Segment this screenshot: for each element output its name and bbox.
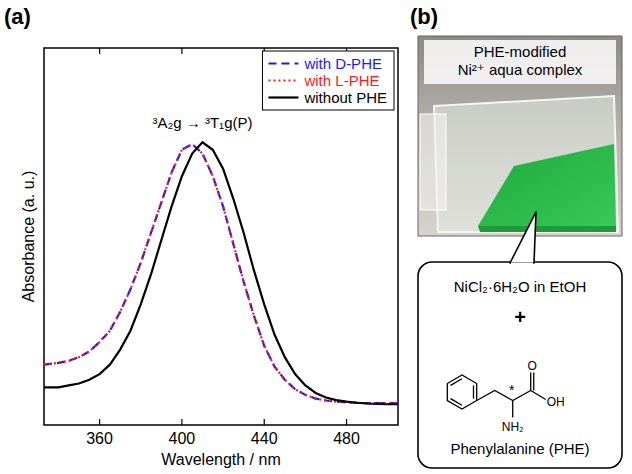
green-solution: [478, 144, 616, 226]
x-tick-label: 360: [86, 430, 113, 447]
y-axis-title: Absorbance (a. u.): [20, 171, 37, 303]
annotation: ³A₂g → ³T₁g(P): [152, 114, 252, 131]
x-tick: [346, 419, 347, 425]
legend-label: with L-PHE: [303, 72, 379, 89]
legend-box: [262, 51, 394, 110]
legend-swatch: [268, 62, 298, 64]
panel-label: (a): [4, 4, 31, 29]
n-bond: [512, 401, 513, 418]
photo-caption: PHE-modified: [474, 43, 567, 60]
legend-swatch: [268, 79, 298, 81]
callout-join: [511, 263, 533, 265]
atom-label: NH₂: [502, 420, 524, 434]
ring-double-bond: [451, 379, 462, 386]
photo-caption-box: [424, 40, 616, 84]
compound-name: Phenylalanine (PHE): [450, 440, 589, 457]
chiral-mark: *: [509, 382, 515, 398]
plot-frame: [44, 48, 398, 425]
green-solution-edge: [478, 226, 616, 232]
legend: with D-PHEwith L-PHEwithout PHE: [262, 51, 394, 110]
callout-box: [418, 262, 622, 468]
photo-caption: Ni²⁺ aqua complex: [458, 61, 583, 78]
x-tick-label: 480: [333, 430, 360, 447]
atom-label: O: [528, 359, 537, 373]
x-tick: [264, 419, 265, 425]
atom-label: OH: [547, 395, 565, 409]
x-tick-label: 440: [251, 430, 278, 447]
ring-double-bond: [451, 399, 462, 406]
panel-label: (b): [410, 4, 438, 29]
series-line: [44, 144, 398, 403]
chain: [477, 391, 531, 401]
photo: [418, 36, 622, 236]
series-line: [44, 142, 398, 404]
legend-label: without PHE: [303, 89, 387, 106]
plot-lines: [44, 142, 398, 404]
x-tick: [181, 419, 182, 425]
vial: [434, 96, 618, 232]
x-tick: [99, 419, 100, 425]
legend-swatch: [268, 96, 298, 98]
figure: (a) 360 400 440 480 Wavelength / nm Absorbance…: [0, 0, 632, 474]
plus: +: [514, 306, 526, 328]
x-tick-top: [181, 48, 182, 54]
vial-neck: [420, 114, 446, 210]
ring-double-bond: [473, 385, 474, 398]
structure: [447, 373, 545, 418]
x-tick-label: 400: [169, 430, 196, 447]
co-bond: [530, 373, 531, 391]
legend-label: with D-PHE: [303, 55, 382, 72]
reagent: NiCl₂·6H₂O in EtOH: [454, 278, 587, 295]
oh-bond: [531, 391, 546, 400]
co-double-bond: [533, 373, 534, 391]
x-tick-top: [99, 48, 100, 54]
x-axis-title: Wavelength / nm: [161, 451, 280, 468]
benzene-ring: [447, 375, 476, 409]
series-line: [44, 144, 398, 403]
callout-pointer: [510, 212, 536, 263]
